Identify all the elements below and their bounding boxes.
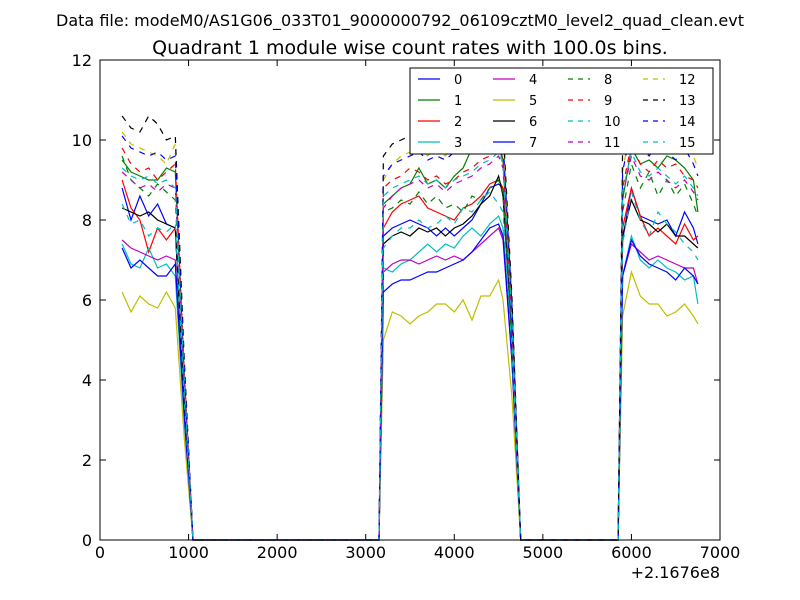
legend-label-5: 5 (529, 94, 537, 109)
series-layer (121, 97, 699, 541)
series-line-8 (121, 155, 699, 541)
x-axis-offset-label: +2.1676e8 (631, 563, 720, 582)
y-tick-label: 0 (82, 531, 92, 550)
series-line-11 (121, 154, 699, 541)
legend-label-2: 2 (454, 115, 462, 130)
y-tick-label: 6 (82, 291, 92, 310)
legend-label-0: 0 (454, 73, 462, 88)
series-line-15 (121, 150, 699, 541)
legend-label-13: 13 (679, 94, 696, 109)
legend-box (409, 67, 714, 155)
series-line-4 (121, 226, 699, 541)
x-tick-label: 1000 (168, 543, 209, 562)
legend-label-1: 1 (454, 94, 462, 109)
series-line-5 (121, 269, 699, 541)
x-tick-label: 6000 (611, 543, 652, 562)
y-tick-label: 8 (82, 211, 92, 230)
legend-label-6: 6 (529, 115, 537, 130)
series-line-1 (121, 127, 699, 541)
x-tick-label: 5000 (522, 543, 563, 562)
legend-label-7: 7 (529, 136, 537, 151)
legend-label-4: 4 (529, 73, 537, 88)
series-line-12 (121, 115, 699, 541)
x-tick-label: 4000 (434, 543, 475, 562)
legend-label-10: 10 (604, 115, 621, 130)
y-tick-label: 10 (72, 131, 92, 150)
y-tick-label: 4 (82, 371, 92, 390)
x-tick-label: 7000 (700, 543, 741, 562)
y-tick-label: 2 (82, 451, 92, 470)
legend-label-15: 15 (679, 136, 696, 151)
series-line-13 (121, 97, 699, 541)
series-line-2 (121, 179, 699, 541)
series-line-0 (121, 183, 699, 541)
legend-label-8: 8 (604, 73, 612, 88)
legend-label-14: 14 (679, 115, 696, 130)
series-line-6 (121, 174, 699, 541)
series-line-14 (121, 123, 699, 541)
series-line-7 (121, 223, 699, 541)
series-line-9 (121, 142, 699, 541)
figure-suptitle: Data file: modeM0/AS1G06_033T01_90000007… (56, 11, 744, 31)
legend-label-11: 11 (604, 136, 621, 151)
chart-title: Quadrant 1 module wise count rates with … (152, 37, 668, 59)
series-line-10 (121, 191, 699, 541)
y-tick-label: 12 (72, 51, 92, 70)
series-line-3 (121, 214, 699, 541)
x-tick-label: 3000 (345, 543, 386, 562)
legend-label-12: 12 (679, 73, 696, 88)
x-tick-label: 2000 (257, 543, 298, 562)
x-tick-label: 0 (95, 543, 105, 562)
legend-label-3: 3 (454, 136, 462, 151)
legend-label-9: 9 (604, 94, 612, 109)
